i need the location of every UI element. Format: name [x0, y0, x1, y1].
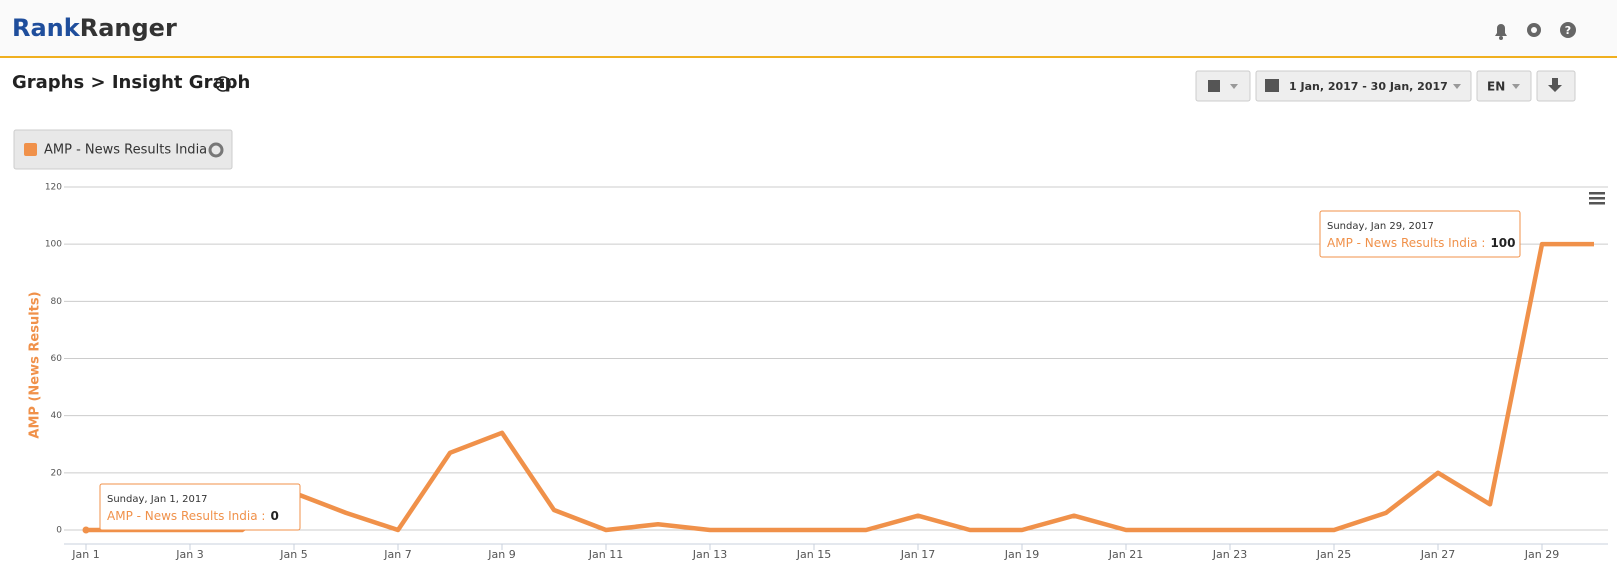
download-button[interactable]	[1536, 70, 1576, 102]
language: EN	[1487, 80, 1505, 94]
point-marker	[82, 526, 90, 534]
x-tick-label: Jan 19	[1004, 548, 1039, 561]
logo: RankRanger	[12, 14, 177, 42]
x-tick-label: Jan 29	[1524, 548, 1559, 561]
chart-menu[interactable]	[1589, 192, 1605, 205]
date-dropdown[interactable]: 1 Jan, 2017 - 30 Jan, 2017	[1255, 70, 1472, 102]
tooltip-value: 100	[1490, 236, 1515, 250]
tooltip: Sunday, Jan 1, 2017 AMP - News Results In…	[99, 483, 301, 531]
logo-right: Ranger	[80, 14, 177, 42]
breadcrumb: Graphs > Insight Graph	[12, 72, 250, 93]
x-tick-label: Jan 23	[1212, 548, 1247, 561]
y-tick-label: 40	[51, 411, 63, 421]
x-tick-label: Jan 1	[71, 548, 99, 561]
settings-icon[interactable]	[1527, 23, 1541, 37]
legend-label: AMP - News Results India	[44, 143, 207, 158]
y-tick-label: 120	[45, 183, 62, 193]
tooltip-value: 0	[270, 509, 278, 523]
tooltip-date: Sunday, Jan 1, 2017	[107, 494, 208, 505]
x-tick-label: Jan 7	[383, 548, 411, 561]
language-dropdown[interactable]: EN	[1476, 70, 1532, 102]
bell-icon[interactable]	[1495, 24, 1507, 40]
svg-text:?: ?	[1565, 24, 1571, 37]
x-tick-label: Jan 21	[1108, 548, 1143, 561]
tooltip-line: AMP - News Results India : 0	[107, 509, 279, 523]
x-tick-label: Jan 5	[279, 548, 307, 561]
x-tick-label: Jan 3	[175, 548, 203, 561]
x-tick-label: Jan 17	[900, 548, 935, 561]
x-tick-label: Jan 25	[1316, 548, 1351, 561]
y-tick-label: 20	[51, 468, 63, 478]
legend[interactable]: AMP - News Results India	[13, 129, 233, 170]
header-line	[0, 56, 1617, 58]
x-tick-label: Jan 9	[487, 548, 515, 561]
tooltip: Sunday, Jan 29, 2017 AMP - News Results I…	[1319, 210, 1521, 258]
info-icon[interactable]	[215, 76, 231, 92]
x-tick-label: Jan 15	[796, 548, 831, 561]
cube-dropdown[interactable]	[1195, 70, 1251, 102]
y-tick-label: 60	[51, 354, 63, 364]
y-axis-label: AMP (News Results)	[28, 291, 43, 438]
y-tick-label: 80	[51, 297, 63, 307]
tooltip-line: AMP - News Results India : 100	[1327, 236, 1516, 250]
x-tick-label: Jan 27	[1420, 548, 1455, 561]
tooltip-series: AMP - News Results India :	[107, 509, 265, 523]
tooltip-box	[99, 483, 301, 531]
tooltip-date: Sunday, Jan 29, 2017	[1327, 221, 1434, 232]
header-bar	[0, 0, 1617, 57]
date-range: 1 Jan, 2017 - 30 Jan, 2017	[1289, 80, 1448, 93]
legend-swatch	[24, 143, 37, 156]
help-icon[interactable]: ?	[1560, 22, 1576, 38]
x-tick-label: Jan 13	[692, 548, 727, 561]
logo-left: Rank	[12, 14, 81, 42]
series-line	[86, 241, 1594, 533]
tooltip-series: AMP - News Results India :	[1327, 236, 1485, 250]
y-tick-label: 100	[45, 240, 62, 250]
y-tick-label: 0	[56, 526, 62, 536]
tooltip-box	[1319, 210, 1521, 258]
x-tick-label: Jan 11	[588, 548, 623, 561]
